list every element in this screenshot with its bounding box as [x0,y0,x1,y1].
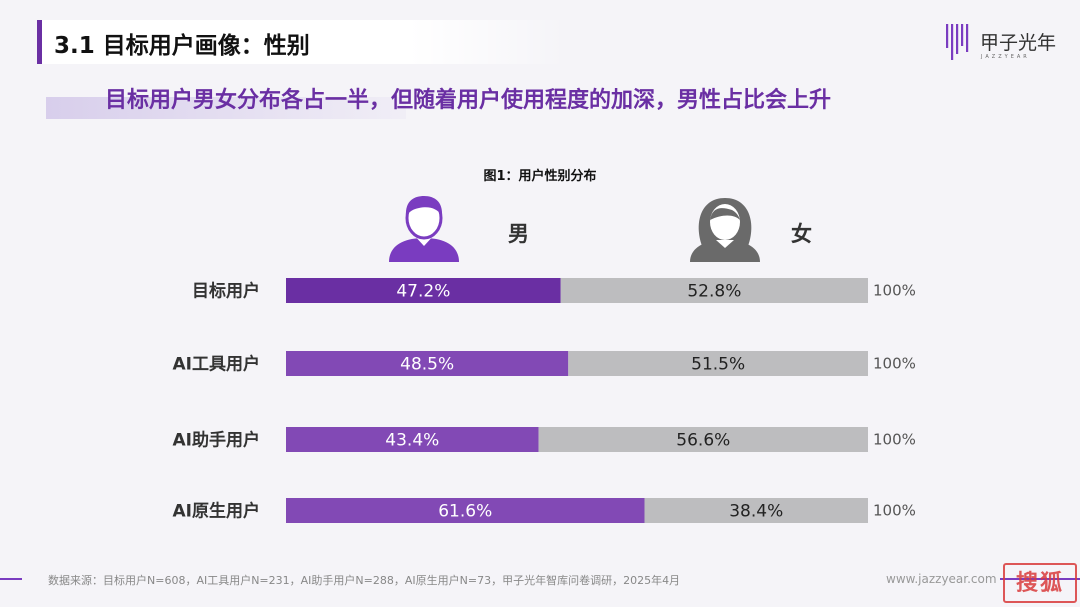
total-label: 100% [873,355,916,373]
data-label-male: 61.6% [438,502,492,522]
watermark-stamp: 搜狐 [1003,563,1077,603]
data-label-female: 52.8% [687,282,741,302]
footer-accent-right [1000,578,1080,580]
data-label-male: 43.4% [385,431,439,451]
data-source-note: 数据来源：目标用户N=608，AI工具用户N=231，AI助手用户N=288，A… [48,574,681,587]
bar-segment-female [560,278,868,303]
logo-mark-icon [946,24,969,60]
chart-title: 图1：用户性别分布 [483,169,597,184]
female-person-icon [690,198,760,262]
category-label: AI原生用户 [173,501,260,522]
male-person-icon [389,196,459,262]
bar-segment-male [286,351,569,376]
bar-segment-female [644,498,868,523]
brand-logo: 甲子光年 JAZZYEAR [944,22,1057,68]
total-label: 100% [873,282,916,300]
bar-segment-male [286,278,561,303]
total-label: 100% [873,431,916,449]
data-label-female: 38.4% [729,502,783,522]
data-label-female: 51.5% [691,355,745,375]
logo-subtext: JAZZYEAR [981,54,1030,60]
title-accent-bar [37,20,42,64]
website-link[interactable]: www.jazzyear.com [886,572,997,586]
page-title: 3.1 目标用户画像：性别 [54,33,310,59]
data-label-female: 56.6% [676,431,730,451]
title-bar [42,20,567,64]
bar-segment-female [538,427,868,452]
bar-segment-male [286,427,539,452]
subtitle: 目标用户男女分布各占一半，但随着用户使用程度的加深，男性占比会上升 [105,88,832,113]
subtitle-highlight [46,97,406,119]
bar-segment-male [286,498,645,523]
legend-female-label: 女 [791,222,812,246]
data-label-male: 48.5% [400,355,454,375]
category-label: AI助手用户 [173,430,260,451]
footer-accent-left [0,578,22,580]
bar-segment-female [568,351,868,376]
logo-text: 甲子光年 [980,32,1057,54]
data-label-male: 47.2% [396,282,450,302]
category-label: 目标用户 [192,281,260,302]
legend-male-label: 男 [508,222,529,246]
category-label: AI工具用户 [173,354,260,375]
total-label: 100% [873,502,916,520]
